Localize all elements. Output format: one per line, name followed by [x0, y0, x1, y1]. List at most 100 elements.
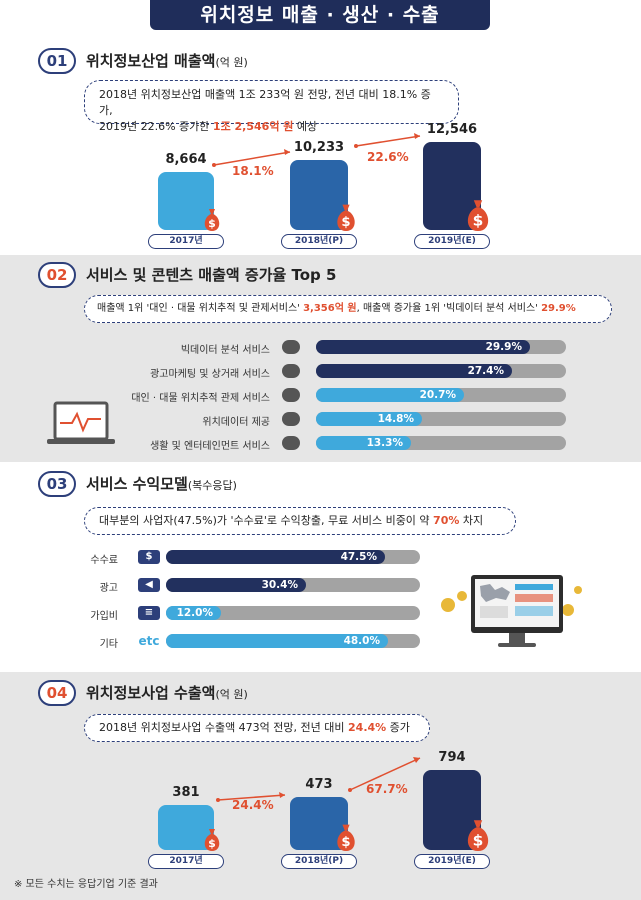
- bar-category-label: 광고: [99, 583, 118, 594]
- section1-note-line2: 2019년 22.6% 증가한 1조 2,546억 원 예상: [99, 119, 444, 135]
- bar-category-label: 수수료: [90, 555, 118, 566]
- svg-text:$: $: [473, 212, 484, 230]
- page-title: 위치정보 매출 · 생산 · 수출: [150, 0, 490, 30]
- bar-value-label: 12,546: [426, 122, 478, 137]
- bar-value-label: 8,664: [165, 152, 207, 167]
- bar-category-label: 2017년: [148, 234, 224, 249]
- bar-category-label: 2017년: [148, 854, 224, 869]
- bar-track: 47.5%: [166, 550, 420, 564]
- money-bag-icon: $: [336, 824, 355, 852]
- money-bag-icon: $: [336, 204, 355, 232]
- bar-category-label: 2019년(E): [414, 234, 490, 249]
- bar-value-label: 473: [305, 777, 333, 792]
- bar-track: 48.0%: [166, 634, 420, 648]
- film-icon: [282, 436, 300, 450]
- note-highlight: 29.9%: [541, 303, 576, 314]
- money-bag-icon: $: [468, 200, 489, 232]
- footnote: ※ 모든 수치는 응답기업 기준 결과: [14, 879, 158, 890]
- note-text: , 매출액 증가율 1위 '빅데이터 분석 서비스': [356, 303, 542, 314]
- section4-note: 2018년 위치정보사업 수출액 473억 전망, 전년 대비 24.4% 증가: [84, 714, 430, 742]
- bar-category-label: 빅데이터 분석 서비스: [180, 345, 270, 356]
- bar-category-label: 위치데이터 제공: [202, 417, 270, 428]
- section1-unit: (억 원): [215, 56, 248, 69]
- bar-category-label: 광고마케팅 및 상거래 서비스: [150, 369, 270, 380]
- note-text: 대부분의 사업자(47.5%)가 '수수료'로 수익창출, 무료 서비스 비중이…: [99, 514, 434, 527]
- section3-unit: (복수응답): [187, 479, 237, 492]
- bar-track: 20.7%: [316, 388, 566, 402]
- section3-title: 서비스 수익모델(복수응답): [86, 473, 237, 494]
- section4-title: 위치정보사업 수출액(억 원): [86, 682, 248, 703]
- bar-0: 47.5%: [166, 550, 385, 564]
- bar-category-label: 2019년(E): [414, 854, 490, 869]
- bar-category-label: 2018년(P): [281, 234, 357, 249]
- svg-text:$: $: [473, 832, 484, 850]
- etc-icon: etc: [138, 634, 160, 648]
- section-number-01: 01: [38, 48, 76, 74]
- bar-category-label: 대인 · 대물 위치추적 관제 서비스: [131, 393, 270, 404]
- note-text: 2019년 22.6% 증가한: [99, 120, 213, 133]
- note-text: 2018년 위치정보사업 수출액 473억 전망, 전년 대비: [99, 721, 349, 734]
- cloud-icon: [282, 340, 300, 354]
- note-text: 매출액 1위 '대인 · 대물 위치추적 및 관제서비스': [97, 303, 304, 314]
- bar-track: 13.3%: [316, 436, 566, 450]
- bar-0: [158, 805, 214, 850]
- bar-0: [158, 172, 214, 230]
- bar-value-label: 381: [172, 785, 200, 800]
- bar-category-label: 2018년(P): [281, 854, 357, 869]
- section3-note: 대부분의 사업자(47.5%)가 '수수료'로 수익창출, 무료 서비스 비중이…: [84, 507, 516, 535]
- bar-1: 30.4%: [166, 578, 306, 592]
- bar-2: 12.0%: [166, 606, 221, 620]
- bar-3: 14.8%: [316, 412, 422, 426]
- section-number-03: 03: [38, 471, 76, 497]
- bar-track: 29.9%: [316, 340, 566, 354]
- section4-unit: (억 원): [215, 688, 248, 701]
- note-highlight: 1조 2,546억 원: [212, 120, 294, 133]
- note-highlight: 24.4%: [348, 721, 387, 734]
- svg-text:$: $: [208, 837, 216, 850]
- section1-note: 2018년 위치정보산업 매출액 1조 233억 원 전망, 전년 대비 18.…: [84, 80, 459, 133]
- section-number-02: 02: [38, 262, 76, 288]
- bar-1: 27.4%: [316, 364, 512, 378]
- speaker-icon: ◀: [138, 578, 160, 592]
- growth-label-2018-export: 24.4%: [232, 798, 274, 812]
- money-bag-icon: $: [468, 820, 489, 852]
- speaker-icon: [282, 364, 300, 378]
- section2-title: 서비스 및 콘텐츠 매출액 증가율 Top 5: [86, 266, 337, 284]
- bar-4: 13.3%: [316, 436, 411, 450]
- note-text: 차지: [459, 514, 484, 527]
- section1-note-line1: 2018년 위치정보산업 매출액 1조 233억 원 전망, 전년 대비 18.…: [99, 88, 431, 117]
- bar-track: 30.4%: [166, 578, 420, 592]
- section1-title: 위치정보산업 매출액(억 원): [86, 50, 248, 71]
- section1-title-text: 위치정보산업 매출액: [86, 52, 216, 70]
- svg-text:$: $: [341, 835, 350, 850]
- section2-note: 매출액 1위 '대인 · 대물 위치추적 및 관제서비스' 3,356억 원, …: [84, 295, 612, 323]
- note-highlight: 3,356억 원: [303, 303, 357, 314]
- bar-value-label: 10,233: [293, 140, 345, 155]
- svg-text:$: $: [341, 215, 350, 230]
- section-number-04: 04: [38, 680, 76, 706]
- bar-category-label: 가입비: [90, 611, 118, 622]
- bar-3: 48.0%: [166, 634, 388, 648]
- bar-0: 29.9%: [316, 340, 530, 354]
- money-bag-icon: $: [204, 829, 220, 851]
- money-bag-icon: $: [138, 550, 160, 564]
- note-text: 예상: [293, 120, 318, 133]
- note-highlight: 70%: [433, 514, 460, 527]
- bar-2: 20.7%: [316, 388, 464, 402]
- growth-label-2019-export: 67.7%: [366, 782, 408, 796]
- bar-value-label: 794: [438, 750, 466, 765]
- money-bag-icon: $: [204, 209, 220, 231]
- bar-track: 14.8%: [316, 412, 566, 426]
- radar-icon: [282, 388, 300, 402]
- growth-label-2018: 18.1%: [232, 164, 274, 178]
- bar-category-label: 생활 및 엔터테인먼트 서비스: [150, 441, 270, 452]
- section3-title-text: 서비스 수익모델: [86, 475, 188, 493]
- note-text: 증가: [386, 721, 410, 734]
- section4-title-text: 위치정보사업 수출액: [86, 684, 216, 702]
- svg-text:$: $: [208, 217, 216, 230]
